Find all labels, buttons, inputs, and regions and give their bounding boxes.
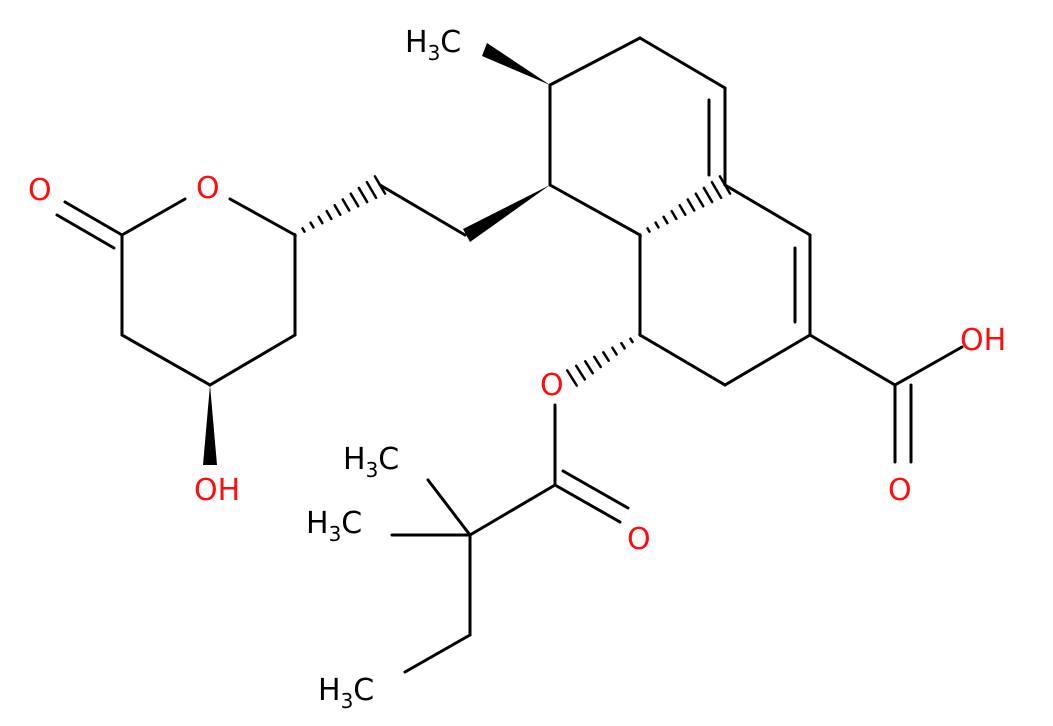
- bonds: [55, 36, 964, 674]
- hash-line: [357, 186, 369, 204]
- hashed-bonds: [293, 175, 732, 387]
- hash-line: [584, 360, 594, 375]
- hash-line: [333, 204, 342, 216]
- atom-label: H3C: [343, 442, 399, 482]
- hash-line: [301, 227, 306, 233]
- hash-line: [670, 209, 678, 221]
- atom-label: H3C: [318, 673, 374, 713]
- hash-line: [593, 355, 602, 369]
- hash-line: [365, 180, 378, 200]
- hash-line: [574, 364, 587, 381]
- hash-line: [602, 351, 610, 362]
- hash-line: [710, 180, 723, 200]
- hash-line: [662, 215, 669, 225]
- hash-line: [325, 209, 333, 221]
- atom-label: O: [28, 173, 52, 208]
- atom-labels: H3C O O OH O OH O O H3C H3C H3C: [28, 25, 1006, 713]
- hash-line: [694, 192, 705, 208]
- hash-line: [629, 337, 634, 344]
- hash-line: [349, 192, 360, 208]
- hash-line: [565, 369, 579, 387]
- atom-label: O: [196, 171, 220, 206]
- atom-label: H3C: [405, 25, 461, 65]
- atom-label: O: [627, 522, 651, 557]
- hash-line: [646, 227, 651, 233]
- hash-line: [317, 215, 324, 225]
- hash-line: [373, 175, 387, 195]
- hash-line: [678, 204, 687, 216]
- hash-line: [341, 198, 351, 212]
- hash-line: [638, 332, 642, 338]
- hash-line: [293, 232, 297, 238]
- hash-line: [620, 341, 626, 350]
- atom-label: OH: [194, 473, 240, 508]
- hash-line: [611, 346, 618, 356]
- hash-line: [638, 232, 642, 238]
- hash-line: [686, 198, 696, 212]
- atom-label: O: [540, 368, 564, 403]
- atom-label: H3C: [306, 506, 362, 546]
- hash-line: [309, 221, 315, 229]
- hash-line: [718, 175, 732, 195]
- atom-label: OH: [960, 323, 1006, 358]
- hash-line: [654, 221, 660, 229]
- hash-line: [702, 186, 714, 204]
- atom-label: O: [888, 473, 912, 508]
